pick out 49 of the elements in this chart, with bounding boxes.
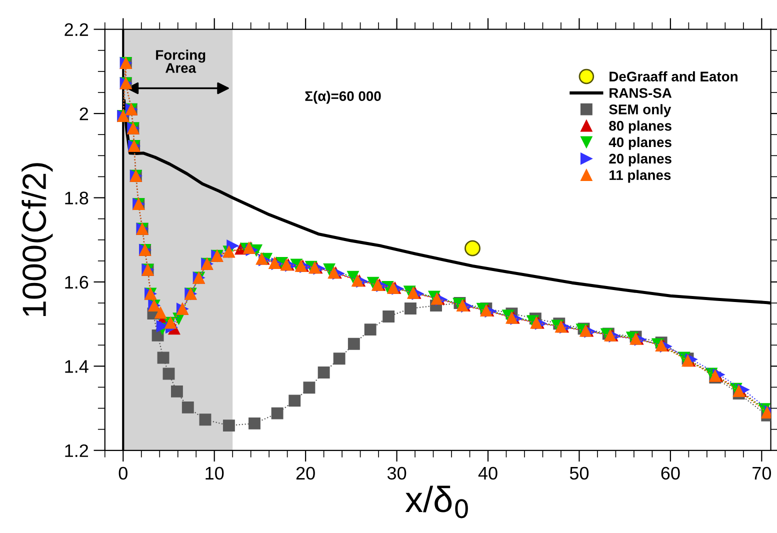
point	[157, 352, 170, 364]
legend-label: 40 planes	[608, 136, 672, 150]
point	[333, 352, 346, 365]
y-tick-label: 2.2	[64, 23, 88, 36]
point	[295, 260, 307, 272]
annotation: Σ(α)=60 000	[305, 90, 381, 104]
legend-label: 80 planes	[609, 120, 672, 134]
point	[170, 385, 183, 398]
legend-label: RANS-SA	[610, 88, 672, 98]
point	[162, 368, 175, 380]
y-tick-label: 1.2	[65, 444, 88, 457]
point	[182, 401, 194, 414]
point	[318, 366, 330, 378]
y-tick-label: 1.6	[65, 276, 88, 289]
point	[303, 382, 316, 394]
y-axis-title: 1000(Cf/2)	[22, 163, 53, 316]
point	[271, 407, 284, 420]
point	[464, 240, 480, 256]
x-tick-label: 20	[296, 466, 315, 480]
legend-label: DeGraaff and Eaton	[610, 71, 738, 82]
point	[288, 394, 301, 407]
y-tick-label: 2	[80, 107, 88, 120]
point	[243, 242, 255, 254]
legend-label: SEM only	[609, 104, 672, 118]
point	[347, 270, 359, 283]
x-axis-title: x/δ$_{0}$	[405, 486, 468, 518]
x-tick-label: 0	[118, 466, 128, 480]
point	[154, 306, 167, 319]
x-tick-label: 70	[752, 466, 771, 480]
x-tick-label: 60	[661, 466, 680, 480]
point	[199, 414, 212, 426]
point	[222, 420, 235, 432]
legend-label: 20 planes	[609, 153, 672, 166]
band-label: Forcing Area	[156, 50, 206, 73]
point	[364, 324, 376, 336]
x-tick-label: 50	[570, 466, 589, 480]
point	[404, 302, 416, 314]
point	[248, 417, 260, 430]
point	[382, 310, 395, 322]
y-tick-label: 1.8	[65, 192, 88, 204]
legend-label: 11 planes	[610, 170, 671, 183]
x-tick-label: 30	[387, 466, 406, 480]
x-tick-label: 40	[478, 466, 498, 480]
point	[348, 338, 360, 350]
point	[456, 300, 468, 312]
x-tick-label: 10	[206, 466, 224, 480]
point	[555, 320, 567, 333]
y-tick-label: 1.4	[65, 360, 88, 373]
point	[323, 263, 336, 276]
